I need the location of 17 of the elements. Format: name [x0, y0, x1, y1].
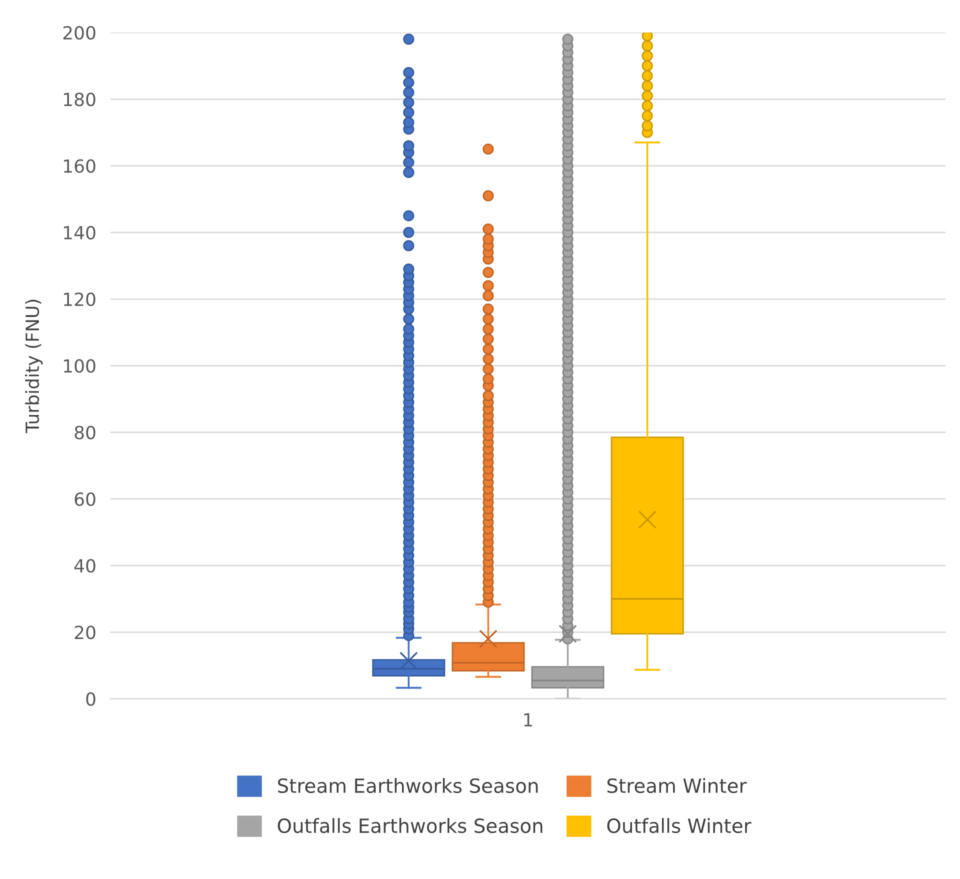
legend-label: Outfalls Winter [607, 818, 752, 834]
legend-label: Stream Earthworks Season [278, 778, 538, 794]
y-axis-title: Turbidity (FNU) [25, 300, 43, 434]
x-tick-label: 1 [524, 713, 532, 726]
y-tick-label: 140 [64, 226, 96, 240]
y-tick-label: 40 [74, 559, 96, 573]
y-tick-label: 200 [63, 26, 96, 40]
y-tick-label: 20 [74, 626, 96, 640]
y-tick-label: 60 [74, 492, 96, 506]
y-tick-label: 160 [64, 159, 96, 173]
legend-label: Outfalls Earthworks Season [278, 818, 542, 834]
y-tick-label: 0 [86, 692, 96, 706]
y-tick-label: 100 [64, 359, 96, 373]
y-tick-label: 120 [64, 292, 96, 306]
legend-label: Stream Winter [607, 778, 747, 794]
y-tick-label: 180 [64, 92, 96, 106]
y-tick-label: 80 [74, 426, 96, 440]
